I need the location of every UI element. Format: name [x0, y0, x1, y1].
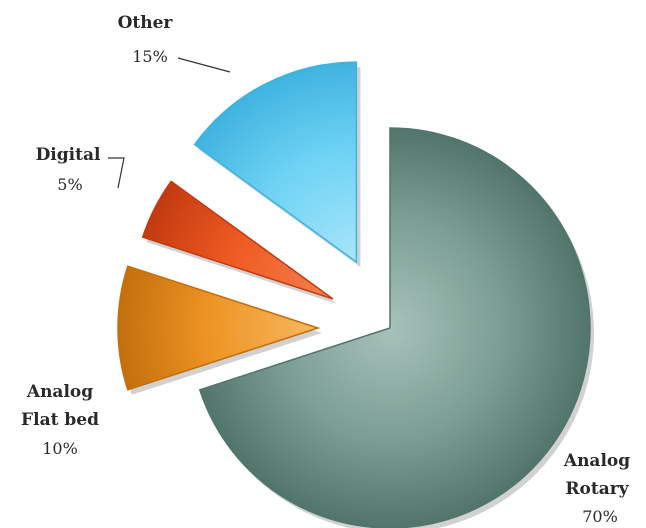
slice-digital — [141, 180, 334, 300]
leader-line-other — [177, 57, 231, 73]
slice-analog-rotary — [198, 127, 591, 528]
label-flatbed-line1: Analog — [26, 382, 93, 402]
label-digital-name: Digital — [36, 145, 101, 165]
label-other-name: Other — [118, 13, 174, 33]
pie-slices — [117, 61, 594, 528]
slice-labels: Other 15% Digital 5% Analog Flat bed 10%… — [21, 13, 630, 526]
label-flatbed-value: 10% — [42, 439, 78, 458]
label-digital-value: 5% — [57, 175, 82, 194]
leader-lines — [108, 57, 231, 189]
slice-other — [193, 61, 358, 264]
leader-line-digital — [108, 157, 125, 189]
label-rotary-line1: Analog — [563, 451, 630, 471]
slice-analog-flat-bed — [117, 265, 321, 391]
label-rotary-value: 70% — [582, 507, 618, 526]
label-other-value: 15% — [132, 47, 168, 66]
label-flatbed-line2: Flat bed — [21, 410, 99, 430]
label-rotary-line2: Rotary — [565, 479, 629, 499]
